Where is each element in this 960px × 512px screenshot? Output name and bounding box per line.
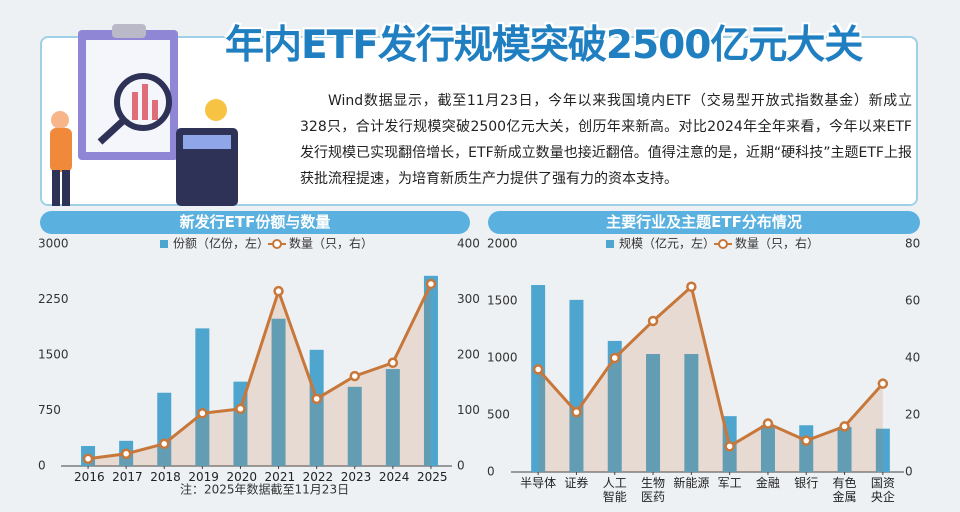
x-tick-label: 2023 xyxy=(340,470,372,484)
paragraph: Wind数据显示，截至11月23日，今年以来我国境内ETF（交易型开放式指数基金… xyxy=(300,93,912,187)
x-tick-label: 2024 xyxy=(378,470,410,484)
legend-swatch xyxy=(718,239,728,249)
point xyxy=(235,403,246,415)
point xyxy=(839,421,850,432)
note: 注：2025年数据截至11月23日 xyxy=(180,482,349,497)
y-tick-label: 2000 xyxy=(487,237,518,251)
point xyxy=(425,278,437,290)
x-tick-label: 新能源 xyxy=(673,476,710,490)
y-tick-label: 0 xyxy=(38,459,46,473)
point xyxy=(387,357,399,369)
point xyxy=(724,441,735,452)
point xyxy=(609,352,620,364)
bar xyxy=(385,369,400,466)
legend-label: 数量（只，右） xyxy=(735,236,819,251)
bar xyxy=(684,354,699,472)
y2-tick-label: 400 xyxy=(457,237,480,251)
point xyxy=(571,406,582,418)
y-tick-label: 0 xyxy=(487,465,495,479)
point xyxy=(273,285,284,297)
point xyxy=(647,315,659,327)
legend-swatch xyxy=(606,240,614,248)
legend-swatch xyxy=(160,240,168,248)
chart-title: 主要行业及主题ETF分布情况 xyxy=(488,211,920,234)
y2-tick-label: 300 xyxy=(457,292,480,306)
legend-label: 份额（亿份，左） xyxy=(173,236,269,251)
bar xyxy=(531,285,546,472)
x-tick-label: 2022 xyxy=(302,470,334,484)
x-tick-label: 人工智能 xyxy=(602,476,627,504)
x-tick-label: 生物医药 xyxy=(641,476,666,504)
point xyxy=(532,364,544,375)
point xyxy=(762,418,774,429)
x-tick-label: 银行 xyxy=(794,476,819,490)
bar xyxy=(646,354,661,472)
bar xyxy=(875,428,890,472)
bar xyxy=(423,275,438,466)
y2-tick-label: 40 xyxy=(905,351,920,365)
bar xyxy=(195,328,210,466)
line xyxy=(87,283,433,461)
legend-swatch xyxy=(272,239,282,249)
point xyxy=(159,438,170,450)
x-tick-label: 证券 xyxy=(564,476,589,490)
y-tick-label: 750 xyxy=(38,403,61,417)
point xyxy=(82,453,94,465)
point xyxy=(197,408,208,419)
chart-title: 新发行ETF份额与数量 xyxy=(40,211,470,234)
y2-tick-label: 20 xyxy=(905,408,920,422)
y-tick-label: 2250 xyxy=(38,292,69,306)
x-tick-label: 2016 xyxy=(74,470,105,484)
x-tick-label: 国资央企 xyxy=(870,476,895,504)
y-tick-label: 500 xyxy=(487,408,510,422)
y2-tick-label: 80 xyxy=(905,237,920,251)
bar xyxy=(837,426,852,472)
x-tick-label: 2018 xyxy=(150,470,181,484)
x-tick-label: 2017 xyxy=(112,470,143,484)
line xyxy=(537,283,884,449)
bar xyxy=(760,425,775,472)
x-tick-label: 2025 xyxy=(416,470,448,484)
y2-tick-label: 200 xyxy=(457,348,480,362)
legend-label: 规模（亿元，左） xyxy=(619,236,715,251)
legend-label: 数量（只，右） xyxy=(289,236,373,251)
point xyxy=(349,370,360,382)
x-tick-label: 2021 xyxy=(264,470,296,484)
x-tick-label: 军工 xyxy=(717,476,742,490)
y2-tick-label: 100 xyxy=(457,403,480,417)
y2-tick-label: 60 xyxy=(905,294,920,308)
x-tick-label: 有色金属 xyxy=(832,476,857,504)
x-tick-label: 2020 xyxy=(226,470,257,484)
bar xyxy=(607,340,622,472)
x-tick-label: 半导体 xyxy=(520,476,557,490)
point xyxy=(801,435,812,446)
bar xyxy=(309,349,324,466)
y-tick-label: 1500 xyxy=(487,294,518,308)
headline: 年内ETF发行规模突破2500亿元大关 xyxy=(225,23,863,68)
line-area xyxy=(88,283,431,466)
y2-tick-label: 0 xyxy=(457,459,465,473)
y2-tick-label: 0 xyxy=(905,465,913,479)
bar xyxy=(271,318,286,466)
point xyxy=(120,448,132,460)
y-tick-label: 3000 xyxy=(38,237,69,251)
point xyxy=(311,393,322,405)
bar xyxy=(569,299,584,472)
x-tick-label: 金融 xyxy=(755,476,780,490)
y-tick-label: 1500 xyxy=(38,348,69,362)
point xyxy=(877,378,889,389)
y-tick-label: 1000 xyxy=(487,351,518,365)
x-tick-label: 2019 xyxy=(188,470,219,484)
point xyxy=(686,281,697,292)
bar xyxy=(347,386,362,466)
line-area xyxy=(538,286,883,472)
